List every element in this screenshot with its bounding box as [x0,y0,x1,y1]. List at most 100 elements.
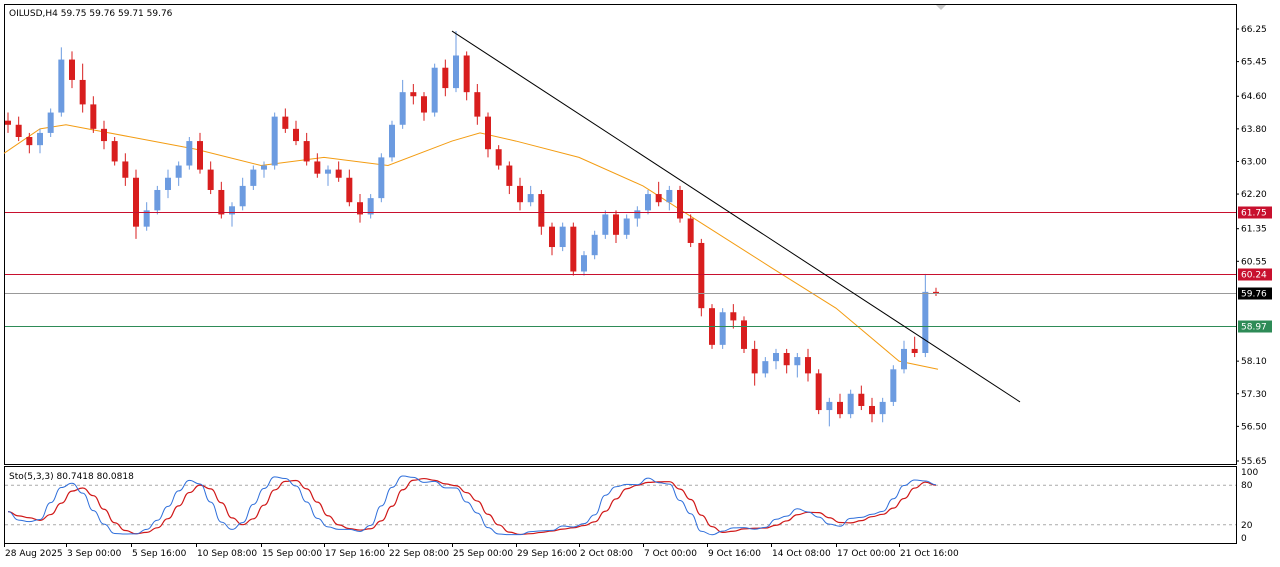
candle [378,153,385,203]
level-tag-59.76 [1238,287,1272,300]
stochastic-signal-line [7,477,937,536]
candle-body [314,161,321,174]
candle [933,287,939,296]
price-tick-label: 55.65 [1241,457,1267,467]
candle-body [261,165,267,170]
price-tick-label: 63.80 [1241,125,1267,135]
candle-body [890,369,897,402]
candle-body [378,157,385,199]
time-tick-label: 17 Oct 00:00 [837,549,896,559]
symbol-header: OILUSD,H4 59.75 59.76 59.71 59.76 [9,9,173,19]
candle-body [207,169,214,190]
stochastic-axis-label: 20 [1241,521,1253,531]
chart-shift-marker-icon[interactable] [936,5,946,10]
candle-body [591,234,598,256]
candle-body [527,194,534,203]
candle [506,161,513,195]
candle-body [549,226,555,248]
candle-body [37,132,43,146]
stochastic-layer: 100 80 20 0 [5,468,1258,544]
candle-body [687,218,694,243]
candle-body [143,210,150,227]
candle-body [719,312,726,345]
price-levels-layer: 61.75 60.24 59.76 58.97 [5,206,1272,333]
candle-body [666,189,673,203]
price-tick-label: 62.20 [1241,190,1267,200]
time-tick-label: 5 Sep 16:00 [132,549,187,559]
time-tick-label: 21 Oct 16:00 [900,549,959,559]
candle [495,145,502,170]
candle [549,222,555,256]
time-tick-label: 15 Sep 00:00 [262,549,322,559]
candle-body [495,149,502,166]
time-tick-label: 25 Sep 00:00 [453,549,513,559]
candle [879,397,886,423]
candle [623,214,630,239]
candle [207,161,214,195]
price-tick-label: 61.35 [1241,225,1267,235]
candle-body [901,348,907,370]
price-panel[interactable] [4,4,1237,465]
candle [527,185,534,207]
candle-body [303,141,310,162]
candle-body [815,373,822,411]
candle [15,116,22,142]
candle [421,92,427,121]
level-tag-label: 60.24 [1241,271,1267,281]
candle [591,230,598,260]
candle [762,357,769,378]
candle-body [762,361,769,374]
candle-body [271,116,278,166]
time-tick-label: 9 Oct 16:00 [708,549,761,559]
level-tag-label: 59.76 [1241,290,1267,300]
price-tick-label: 63.00 [1241,157,1267,167]
time-tick-label: 29 Sep 16:00 [517,549,577,559]
candle-body [218,189,225,215]
candle-body [229,206,235,215]
candle [655,181,662,207]
candle [293,120,299,146]
price-tick-label: 56.50 [1241,422,1267,432]
candle [5,112,11,133]
candle-body [357,202,363,215]
candle [783,348,790,374]
candle [165,169,171,199]
candle-body [431,67,438,113]
candle-body [698,242,705,309]
candle [698,238,705,317]
candle-body [794,357,801,366]
time-tick-label: 3 Sep 00:00 [67,549,122,559]
candle [69,51,75,89]
candle [399,79,406,129]
candle-body [933,291,939,294]
candle [837,393,843,419]
candle-body [250,169,257,186]
candle [282,108,289,133]
level-tag-61.75 [1238,206,1272,219]
time-tick-label: 22 Sep 08:00 [389,549,449,559]
trendline [451,30,1021,403]
price-axis: 66.25 65.45 64.60 63.80 63.00 62.20 61.35 60.55… [1236,25,1267,467]
stochastic-panel[interactable] [4,466,1237,544]
candle [122,153,129,186]
candle-body [335,169,342,178]
candle [410,84,417,105]
stochastic-label: Sto(5,3,3) 80.7418 80.0818 [9,472,134,482]
candle-body [581,255,587,272]
candle-body [677,189,683,219]
candle-body [133,177,139,227]
candle-body [741,320,747,349]
candle-body [837,401,843,415]
candle [613,210,619,243]
candle-body [389,124,395,158]
time-tick-label: 10 Sep 08:00 [197,549,257,559]
candle-body [154,189,161,211]
candle-body [826,401,833,411]
stochastic-main-line [7,475,937,536]
candle-body [186,141,193,166]
candle [805,348,811,382]
candle-body [506,165,513,186]
candle [901,340,907,374]
candle [229,202,235,227]
